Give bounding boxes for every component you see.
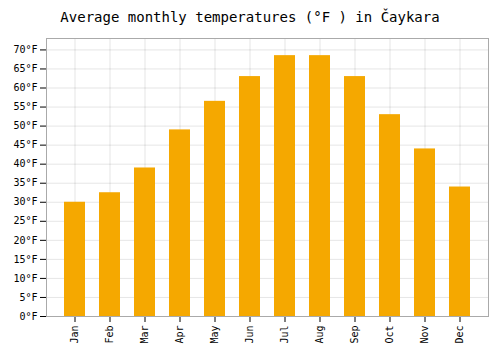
svg-text:45°F: 45°F: [13, 139, 37, 150]
svg-text:Jan: Jan: [69, 326, 80, 344]
svg-text:10°F: 10°F: [13, 273, 37, 284]
svg-text:40°F: 40°F: [13, 158, 37, 169]
svg-text:Mar: Mar: [139, 326, 150, 344]
svg-text:20°F: 20°F: [13, 235, 37, 246]
svg-text:Sep: Sep: [349, 326, 360, 344]
svg-text:Jun: Jun: [244, 326, 255, 344]
svg-text:May: May: [209, 326, 220, 344]
svg-text:0°F: 0°F: [19, 311, 37, 322]
svg-text:25°F: 25°F: [13, 215, 37, 226]
html-text:Average monthly temperatures (: Average monthly temperatures (°F ) in Ča…: [60, 9, 440, 25]
svg-text:Jul: Jul: [279, 326, 290, 344]
svg-text:15°F: 15°F: [13, 254, 37, 265]
svg-text:Aug: Aug: [314, 326, 325, 344]
svg-text:Feb: Feb: [104, 326, 115, 344]
svg-text:60°F: 60°F: [13, 82, 37, 93]
svg-text:70°F: 70°F: [13, 44, 37, 55]
svg-text:50°F: 50°F: [13, 120, 37, 131]
svg-text:Nov: Nov: [419, 326, 430, 344]
svg-text:5°F: 5°F: [19, 292, 37, 303]
svg-text:65°F: 65°F: [13, 63, 37, 74]
svg-text:35°F: 35°F: [13, 177, 37, 188]
svg-text:30°F: 30°F: [13, 196, 37, 207]
svg-text:Apr: Apr: [174, 326, 185, 344]
svg-text:Dec: Dec: [454, 326, 465, 344]
svg-text:Oct: Oct: [384, 326, 395, 344]
svg-text:55°F: 55°F: [13, 101, 37, 112]
